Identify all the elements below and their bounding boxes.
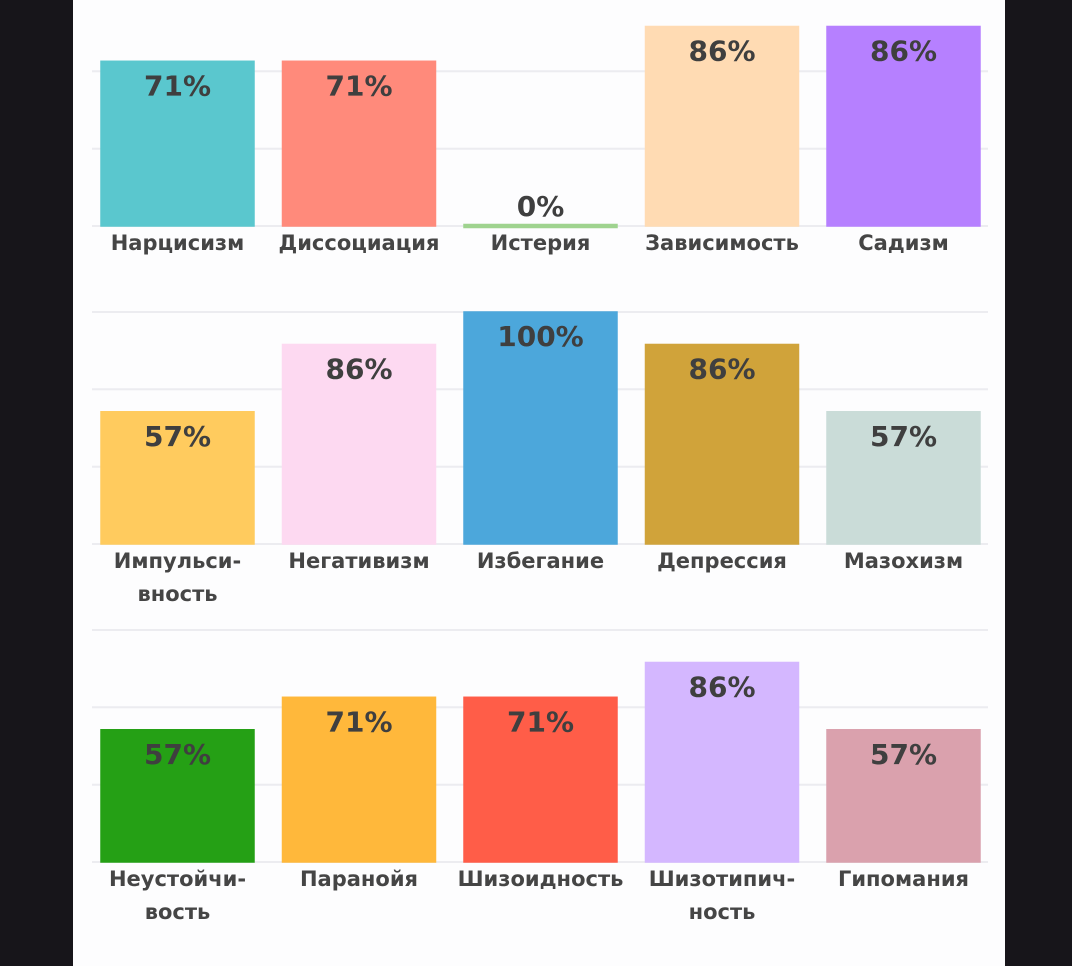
bar [826,729,981,863]
value-label: 57% [870,420,937,453]
value-label: 0% [517,190,565,223]
category-label: Садизм [858,231,949,255]
value-label: 86% [688,352,755,385]
bar [281,343,437,545]
bar [100,729,255,863]
category-label: Диссоциация [278,231,440,255]
bar [463,223,618,229]
value-label: 57% [870,738,937,771]
value-label: 71% [325,705,392,738]
bar [644,661,800,863]
category-label: Депрессия [657,549,787,573]
value-label: 57% [144,738,211,771]
bar [100,60,255,227]
bar [644,25,800,227]
bar [281,60,437,227]
category-label: Негативизм [288,549,430,573]
category-label: Истерия [490,231,591,255]
category-label: Импульси- вность [113,549,242,606]
category-label: Паранойя [299,867,419,891]
bar [281,696,437,863]
category-label: Зависимость [645,231,799,255]
value-label: 100% [497,320,584,353]
category-label: Шизоидность [457,867,624,891]
bar [826,411,981,545]
value-label: 71% [507,705,574,738]
category-label: Нарцисизм [110,231,245,255]
bar [826,25,981,227]
bar [644,343,800,545]
bar [463,311,618,545]
category-label: Мазохизм [843,549,964,573]
category-label: Шизотипич- ность [648,867,796,924]
value-label: 86% [688,34,755,67]
bar [463,696,618,863]
value-label: 57% [144,420,211,453]
value-label: 71% [144,69,211,102]
category-label: Избегание [476,549,605,573]
category-label: Неустойчи- вость [108,867,247,924]
value-label: 86% [870,34,937,67]
value-label: 86% [325,352,392,385]
bar [100,411,255,545]
value-label: 86% [688,670,755,703]
category-label: Гипомания [837,867,970,891]
value-label: 71% [325,69,392,102]
